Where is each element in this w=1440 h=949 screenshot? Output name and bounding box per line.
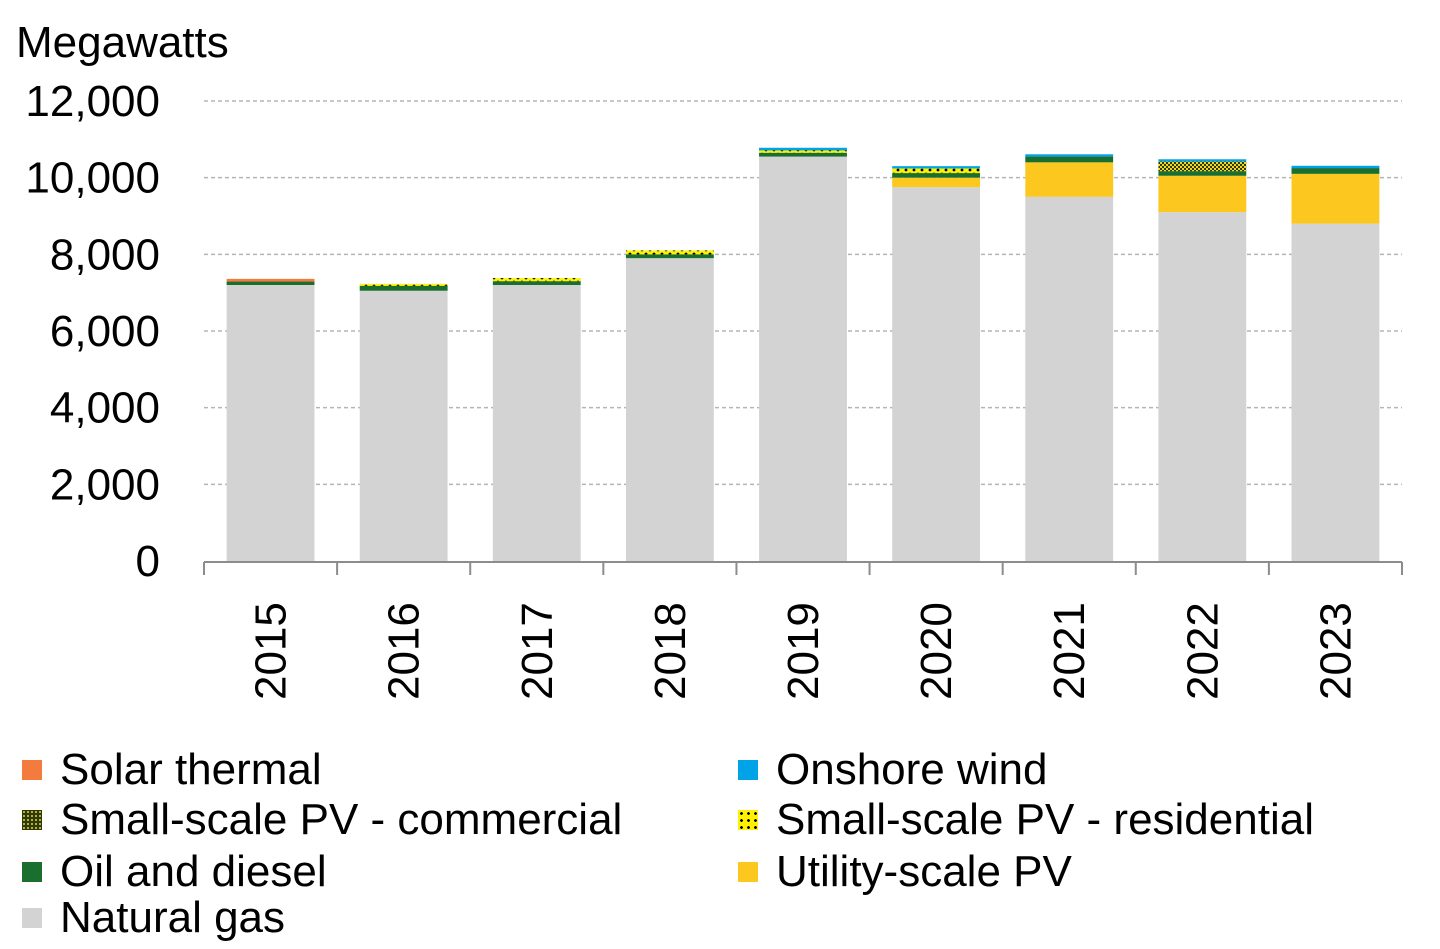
y-tick-label: 6,000 [50, 307, 160, 356]
bars [226, 147, 1380, 562]
legend-label: Natural gas [60, 893, 286, 942]
bar-oil-and-diesel-2016 [359, 285, 448, 291]
bar-natural-gas-2021 [1025, 196, 1114, 562]
bar-natural-gas-2019 [759, 156, 847, 562]
bar-onshore-wind-2021 [1025, 154, 1114, 157]
legend-item-solar-thermal: Solar thermal [22, 745, 322, 795]
x-tick-label: 2017 [513, 602, 562, 700]
stacked-bar-chart: 0 2,000 4,000 6,000 8,000 10,000 12,000 2015 201… [25, 77, 1403, 700]
bar-onshore-wind-2023 [1291, 165, 1380, 169]
y-tick-label: 10,000 [25, 154, 160, 203]
y-tick-label: 0 [136, 537, 160, 586]
legend-label: Utility-scale PV [776, 847, 1072, 896]
bar-natural-gas-2015 [226, 285, 315, 561]
bar-oil-and-diesel-2018 [625, 254, 714, 259]
legend-item-onshore-wind: Onshore wind [738, 745, 1047, 795]
legend-item-utility-scale-pv: Utility-scale PV [738, 847, 1072, 897]
bar-small-scale-pv-residential-2018 [625, 250, 714, 255]
bar-oil-and-diesel-2023 [1291, 168, 1380, 174]
y-axis-title: Megawatts [16, 18, 229, 67]
legend-swatch-small-scale-pv-commercial [22, 810, 42, 830]
x-tick-label: 2022 [1178, 602, 1227, 700]
legend-label: Small-scale PV - residential [776, 795, 1314, 844]
bar-oil-and-diesel-2020 [892, 173, 981, 178]
bar-utility-scale-pv-2023 [1291, 173, 1380, 224]
legend-swatch-oil-and-diesel [22, 862, 42, 882]
bar-natural-gas-2022 [1158, 212, 1247, 561]
y-tick-label: 4,000 [50, 384, 160, 433]
bar-utility-scale-pv-2021 [1025, 162, 1114, 197]
x-tick-label: 2015 [247, 602, 296, 700]
bar-oil-and-diesel-2017 [492, 281, 581, 285]
bar-oil-and-diesel-2019 [759, 152, 847, 157]
bar-oil-and-diesel-2015 [226, 281, 315, 285]
bar-onshore-wind-2022 [1158, 159, 1247, 162]
legend-swatch-small-scale-pv-residential [738, 810, 758, 830]
legend-label: Oil and diesel [60, 847, 327, 896]
bar-utility-scale-pv-2020 [892, 177, 981, 188]
x-tick-label: 2016 [380, 602, 429, 700]
bar-small-scale-pv-residential-2016 [359, 283, 448, 286]
legend-swatch-onshore-wind [738, 760, 758, 780]
axes: 0 2,000 4,000 6,000 8,000 10,000 12,000 2015 201… [25, 77, 1403, 700]
bar-utility-scale-pv-2022 [1158, 175, 1247, 213]
y-tick-label: 8,000 [50, 230, 160, 279]
x-tick-label: 2020 [912, 602, 961, 700]
bar-small-scale-pv-residential-2017 [492, 278, 581, 282]
legend-swatch-natural-gas [22, 908, 42, 928]
y-tick-label: 12,000 [25, 77, 160, 126]
legend-label: Onshore wind [776, 745, 1048, 794]
x-tick-label: 2021 [1045, 602, 1094, 700]
bar-natural-gas-2016 [359, 290, 448, 561]
bar-small-scale-pv-residential-2019 [759, 150, 847, 153]
legend-item-small-scale-pv-residential: Small-scale PV - residential [738, 795, 1314, 845]
legend-item-natural-gas: Natural gas [22, 893, 285, 943]
bar-oil-and-diesel-2022 [1158, 171, 1247, 176]
bar-natural-gas-2017 [492, 285, 581, 561]
x-tick-label: 2018 [646, 602, 695, 700]
bar-oil-and-diesel-2021 [1025, 156, 1114, 163]
legend: Solar thermal Onshore wind Small-scale P… [0, 745, 1440, 949]
x-tick-label: 2023 [1311, 602, 1360, 700]
legend-item-oil-and-diesel: Oil and diesel [22, 847, 327, 897]
bar-small-scale-pv-residential-2020 [892, 168, 981, 174]
x-tick-label: 2019 [779, 602, 828, 700]
bar-onshore-wind-2020 [892, 166, 981, 169]
legend-label: Solar thermal [60, 745, 322, 794]
bar-natural-gas-2018 [625, 258, 714, 561]
bar-natural-gas-2023 [1291, 223, 1380, 561]
bar-onshore-wind-2019 [759, 147, 847, 151]
bar-natural-gas-2020 [892, 187, 981, 561]
legend-item-small-scale-pv-commercial: Small-scale PV - commercial [22, 795, 622, 845]
y-tick-label: 2,000 [50, 460, 160, 509]
bar-small-scale-pv-commercial-2022 [1158, 161, 1247, 172]
legend-swatch-solar-thermal [22, 760, 42, 780]
legend-swatch-utility-scale-pv [738, 862, 758, 882]
bar-solar-thermal-2015 [226, 278, 315, 282]
legend-label: Small-scale PV - commercial [60, 795, 623, 844]
